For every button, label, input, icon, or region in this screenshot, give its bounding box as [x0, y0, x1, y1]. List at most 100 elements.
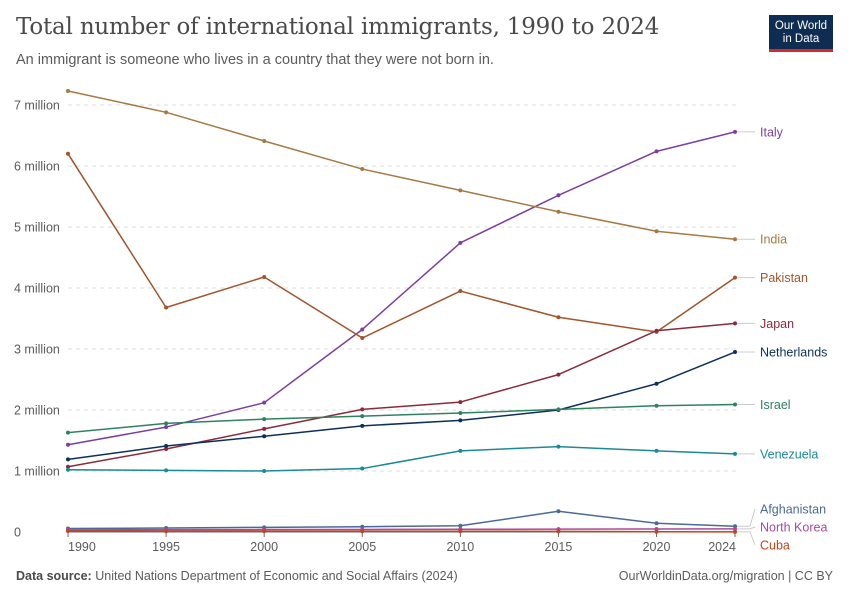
chart-subtitle: An immigrant is someone who lives in a c…	[16, 52, 494, 68]
data-point	[458, 188, 463, 193]
data-point	[164, 305, 169, 310]
data-point	[556, 444, 561, 449]
owid-logo[interactable]: Our World in Data	[769, 15, 833, 52]
series-end-label: Pakistan	[760, 271, 808, 285]
data-point	[458, 240, 463, 245]
data-point	[654, 229, 659, 234]
data-point	[654, 403, 659, 408]
logo-line-1: Our World	[774, 20, 828, 32]
x-tick-label: 2020	[643, 540, 671, 554]
label-connector	[737, 531, 756, 546]
data-point	[733, 529, 737, 534]
data-point	[262, 138, 267, 143]
data-point	[733, 321, 737, 326]
data-source: Data source: United Nations Department o…	[16, 569, 458, 583]
data-point	[458, 448, 463, 453]
data-point	[66, 151, 70, 156]
series-line	[67, 351, 736, 461]
data-point	[66, 457, 70, 462]
data-point	[164, 529, 169, 534]
data-point	[164, 443, 169, 448]
series-end-label: Venezuela	[760, 447, 818, 461]
label-connector	[737, 526, 756, 530]
series-end-label: India	[760, 233, 787, 247]
data-point	[66, 464, 70, 469]
x-tick-label: 1995	[152, 540, 180, 554]
data-point	[262, 400, 267, 405]
series-end-label: Afghanistan	[760, 503, 826, 517]
data-point	[733, 237, 737, 242]
series-line	[67, 403, 736, 434]
data-point	[262, 417, 267, 422]
data-point	[66, 88, 70, 93]
data-point	[654, 149, 659, 154]
series-line	[67, 131, 736, 446]
series-end-label: Japan	[760, 317, 794, 331]
data-point	[458, 400, 463, 405]
data-point	[164, 110, 169, 115]
data-point	[164, 468, 169, 473]
data-point	[66, 467, 70, 472]
series-end-label: Italy	[760, 125, 784, 139]
series-line	[67, 153, 736, 339]
data-point	[360, 466, 365, 471]
series-line	[67, 322, 736, 468]
data-point	[360, 407, 365, 412]
data-point	[458, 289, 463, 294]
data-point	[262, 529, 267, 534]
y-tick-label: 6 million	[14, 160, 60, 174]
data-point	[262, 434, 267, 439]
data-point	[360, 529, 365, 534]
data-point	[556, 407, 561, 412]
series-end-label: Israel	[760, 398, 791, 412]
y-tick-label: 0	[14, 526, 21, 540]
x-tick-label: 2010	[446, 540, 474, 554]
data-point	[733, 350, 737, 355]
data-point	[556, 315, 561, 320]
series-line	[67, 445, 736, 472]
data-point	[164, 425, 169, 430]
data-source-text: United Nations Department of Economic an…	[95, 569, 458, 583]
series-end-label: North Korea	[760, 521, 827, 535]
data-point	[360, 336, 365, 341]
y-tick-label: 2 million	[14, 404, 60, 418]
credit-link[interactable]: OurWorldinData.org/migration | CC BY	[618, 569, 833, 583]
data-point	[654, 381, 659, 386]
data-point	[556, 193, 561, 198]
series-line	[67, 90, 736, 240]
chart-title: Total number of international immigrants…	[16, 14, 660, 40]
data-point	[262, 275, 267, 280]
data-point	[66, 442, 70, 447]
data-point	[733, 526, 737, 531]
data-point	[360, 524, 365, 529]
data-point	[654, 328, 659, 333]
data-point	[66, 430, 70, 435]
y-tick-label: 7 million	[14, 99, 60, 113]
series-line	[67, 528, 736, 531]
x-tick-label: 2000	[250, 540, 278, 554]
y-tick-label: 3 million	[14, 343, 60, 357]
series-end-label: Cuba	[760, 539, 790, 553]
data-point	[360, 327, 365, 332]
y-tick-label: 1 million	[14, 465, 60, 479]
data-point	[164, 447, 169, 452]
x-tick-label: 2024	[708, 540, 736, 554]
x-tick-label: 2015	[545, 540, 573, 554]
logo-line-2: in Data	[782, 33, 820, 45]
data-point	[262, 426, 267, 431]
data-point	[360, 414, 365, 419]
x-tick-label: 1990	[68, 540, 96, 554]
series-end-label: Netherlands	[760, 346, 827, 360]
data-point	[654, 448, 659, 453]
data-point	[458, 523, 463, 528]
x-tick-label: 2005	[348, 540, 376, 554]
data-point	[733, 402, 737, 407]
data-point	[262, 469, 267, 473]
data-point	[733, 275, 737, 280]
data-source-label: Data source:	[16, 569, 92, 583]
data-point	[556, 509, 561, 514]
data-point	[556, 372, 561, 377]
data-point	[654, 526, 659, 531]
data-point	[556, 529, 561, 534]
